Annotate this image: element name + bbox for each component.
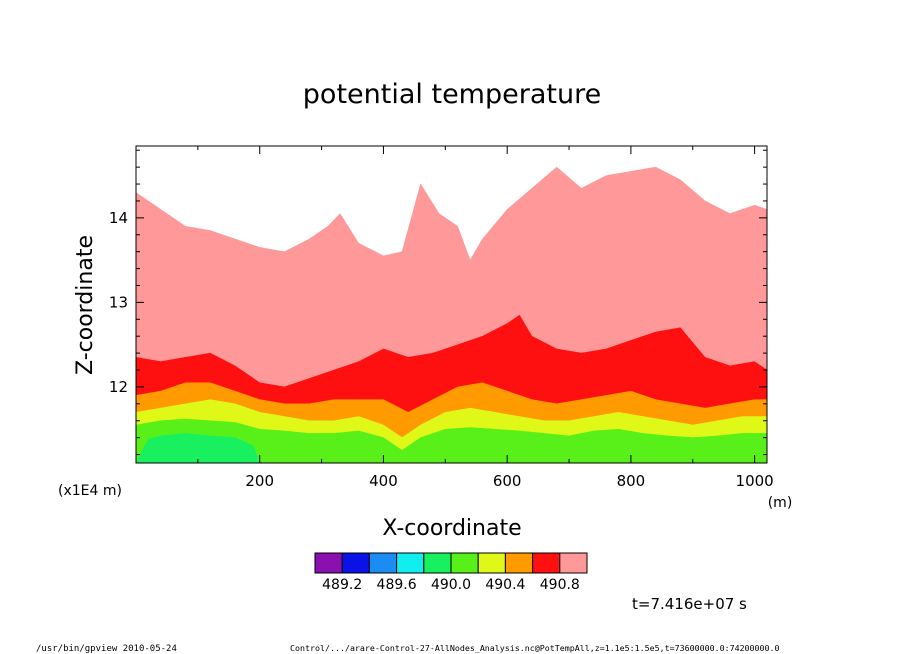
colorbar-label: 489.6 bbox=[377, 577, 417, 593]
x-tick-label: 1000 bbox=[736, 472, 774, 490]
axis-ticks: 200 400 600 800 1000 12 13 14 bbox=[109, 146, 774, 490]
colorbar-swatch bbox=[559, 552, 588, 574]
footer-left-text: /usr/bin/gpview 2010-05-24 bbox=[36, 644, 177, 654]
plot-frame bbox=[135, 145, 768, 464]
colorbar-label: 489.2 bbox=[322, 577, 362, 593]
contour-band-5 bbox=[136, 433, 260, 463]
y-tick-label: 12 bbox=[109, 378, 128, 396]
colorbar-label: 490.4 bbox=[485, 577, 525, 593]
y-axis-label: Z-coordinate bbox=[73, 235, 98, 375]
chart-title: potential temperature bbox=[303, 79, 601, 110]
y-tick-label: 14 bbox=[109, 209, 128, 227]
y-tick-label: 13 bbox=[109, 293, 128, 311]
time-label: t=7.416e+07 s bbox=[632, 595, 747, 613]
y-unit-label: (x1E4 m) bbox=[58, 483, 122, 499]
colorbar-swatch bbox=[450, 552, 479, 574]
x-tick-label: 600 bbox=[493, 472, 522, 490]
colorbar-swatch bbox=[477, 552, 506, 574]
colorbar-swatch bbox=[368, 552, 398, 574]
contour-bands bbox=[136, 166, 767, 463]
colorbar-swatch bbox=[314, 552, 343, 574]
colorbar-swatch bbox=[423, 552, 452, 574]
x-tick-label: 200 bbox=[245, 472, 274, 490]
contour-band-4 bbox=[136, 418, 767, 463]
colorbar-swatch bbox=[532, 552, 561, 574]
colorbar-swatch bbox=[341, 552, 370, 574]
x-tick-label: 800 bbox=[617, 472, 646, 490]
colorbar-swatch bbox=[396, 552, 425, 574]
x-unit-label: (m) bbox=[768, 495, 793, 511]
colorbar-swatch bbox=[504, 552, 534, 574]
footer-right-text: Control/.../arare-Control-27-AllNodes_An… bbox=[290, 643, 780, 653]
colorbar-label: 490.0 bbox=[431, 577, 471, 593]
colorbar-label: 490.8 bbox=[540, 577, 580, 593]
x-tick-label: 400 bbox=[369, 472, 398, 490]
x-axis-label: X-coordinate bbox=[382, 516, 521, 541]
colorbar-legend: 489.2 489.6 490.0 490.4 490.8 bbox=[314, 552, 588, 593]
